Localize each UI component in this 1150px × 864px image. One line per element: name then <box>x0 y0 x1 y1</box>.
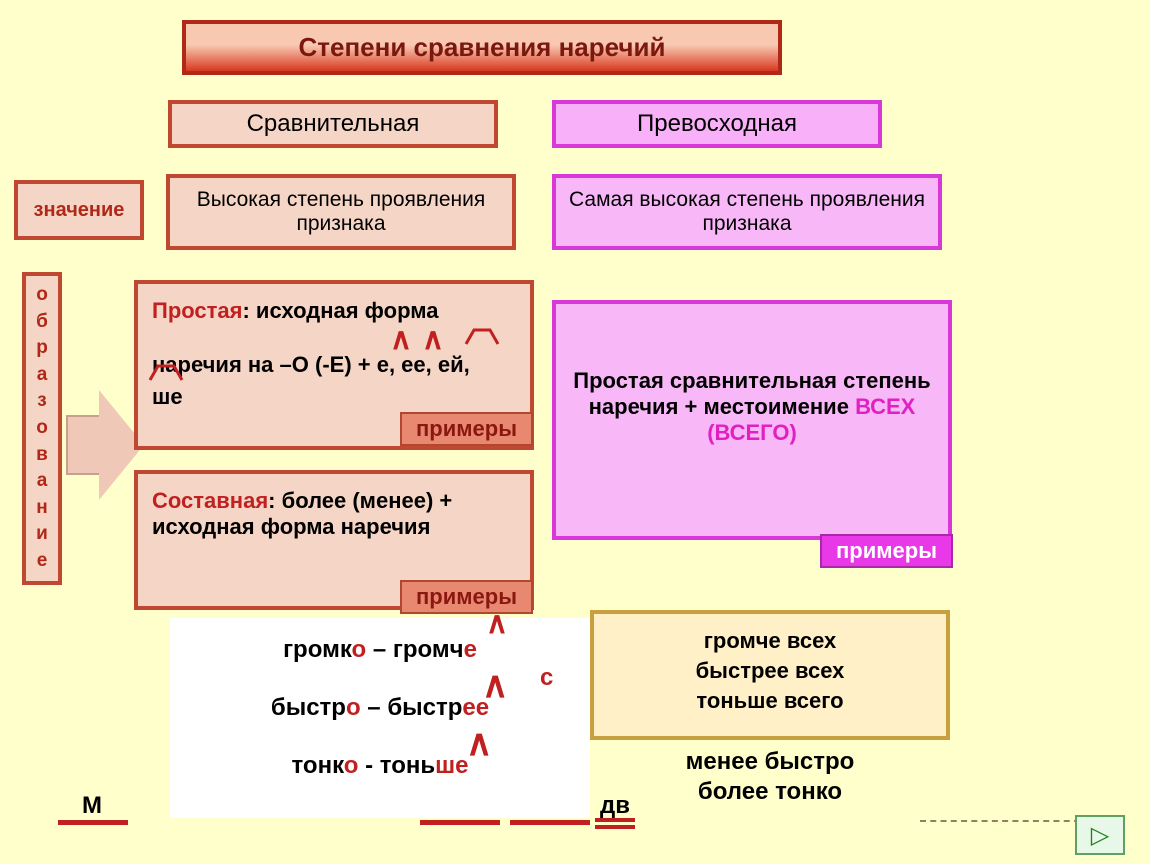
meaning-label: значение <box>14 180 144 240</box>
ex3a: тонк <box>291 752 343 779</box>
title-text: Степени сравнения наречий <box>299 32 666 62</box>
superlative-content-box: Простая сравнительная степень наречия + … <box>552 300 952 540</box>
main-title: Степени сравнения наречий <box>182 20 782 75</box>
comparative-description: Высокая степень проявления признака <box>166 174 516 250</box>
simple-rest: : исходная форма <box>242 298 438 323</box>
double-underline <box>595 818 635 822</box>
simple-line2a: наречия на –О (-Е) + <box>152 352 377 377</box>
formation-char: н <box>28 495 56 522</box>
super-ex3: тоньше всего <box>608 688 932 714</box>
formation-char: о <box>28 282 56 309</box>
next-icon: ▷ <box>1091 821 1109 850</box>
ex3b: о <box>344 752 359 779</box>
suffix-roof-icon <box>148 364 184 382</box>
bottom2: более тонко <box>630 778 910 806</box>
superlative-description: Самая высокая степень проявления признак… <box>552 174 942 250</box>
caret-icon: ∧ <box>422 322 444 357</box>
underline <box>510 820 590 825</box>
comparative-header: Сравнительная <box>168 100 498 148</box>
formation-char: в <box>28 442 56 469</box>
examples-button-superlative[interactable]: примеры <box>820 534 953 568</box>
super-ex1: громче всех <box>608 628 932 654</box>
formation-char: з <box>28 388 56 415</box>
ex2c: – быстр <box>361 694 463 721</box>
ex2b: о <box>346 694 361 721</box>
superlative-header: Превосходная <box>552 100 882 148</box>
caret-icon: ∧ <box>466 722 492 764</box>
simple-label: Простая <box>152 298 242 323</box>
ex1d: е <box>464 636 477 663</box>
formation-char: а <box>28 468 56 495</box>
examples-button-compound[interactable]: примеры <box>400 580 533 614</box>
underline <box>58 820 128 825</box>
formation-char: е <box>28 548 56 575</box>
compound-label: Составная <box>152 488 268 513</box>
double-underline <box>595 825 635 829</box>
super-ex2: быстрее всех <box>608 658 932 684</box>
letter-dv: дв <box>600 792 630 820</box>
ex1a: громк <box>283 636 351 663</box>
formation-char: а <box>28 362 56 389</box>
letter-m: М <box>82 792 102 820</box>
formation-char: р <box>28 335 56 362</box>
simple-line3: ше <box>152 384 183 409</box>
caret-icon: ∧ <box>390 322 412 357</box>
ex1b: о <box>352 636 367 663</box>
ex3c: - тонь <box>358 752 435 779</box>
examples-button-simple[interactable]: примеры <box>400 412 533 446</box>
underline <box>420 820 500 825</box>
formation-char: б <box>28 309 56 336</box>
next-button[interactable]: ▷ <box>1075 815 1125 855</box>
suffix-roof-icon <box>464 328 500 346</box>
caret-icon: ∧ <box>486 606 508 641</box>
dashed-line <box>920 820 1080 822</box>
letter-s: с <box>540 664 553 692</box>
caret-icon: ∧ <box>482 664 508 706</box>
arrow-right-icon <box>66 390 126 500</box>
formation-char: о <box>28 415 56 442</box>
bottom-compound-examples: менее быстро более тонко <box>630 748 910 806</box>
ex1c: – громч <box>366 636 463 663</box>
formation-char: и <box>28 521 56 548</box>
comparative-examples-box: громко – громче ∧ быстро – быстрее ∧ тон… <box>170 618 590 818</box>
bottom1: менее быстро <box>630 748 910 776</box>
ex3d: ше <box>435 752 468 779</box>
formation-label: о б р а з о в а н и е <box>22 272 62 585</box>
superlative-examples-box: громче всех быстрее всех тоньше всего <box>590 610 950 740</box>
ex2a: быстр <box>271 694 346 721</box>
